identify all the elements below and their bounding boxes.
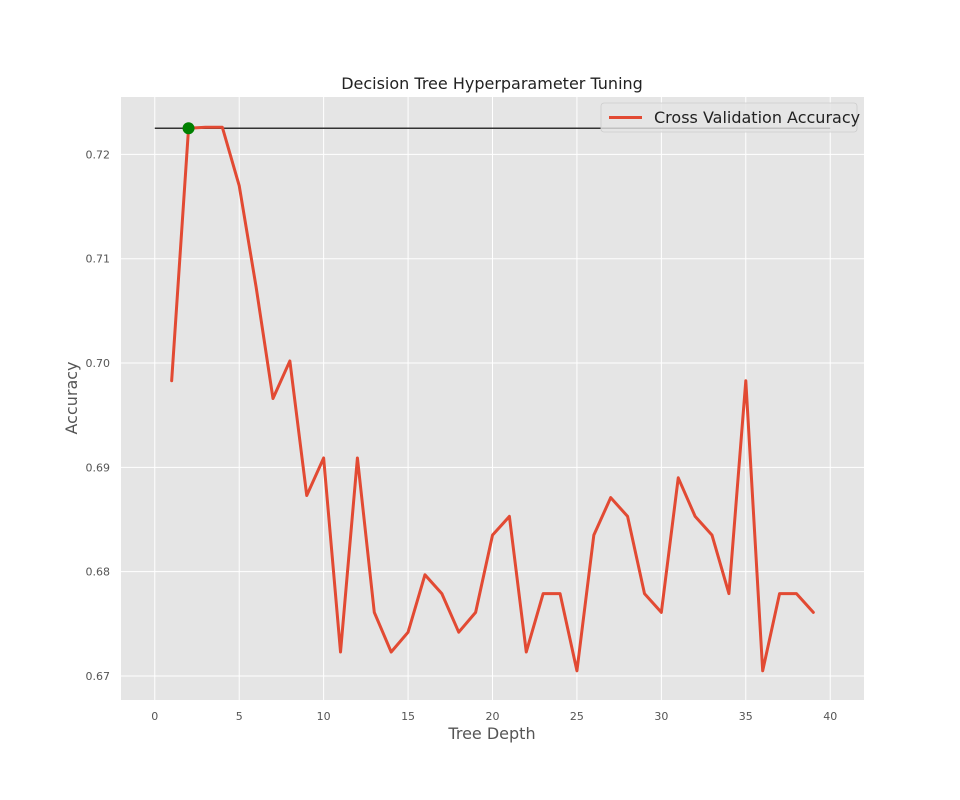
y-tick-label: 0.69 xyxy=(86,461,111,474)
x-tick-label: 5 xyxy=(236,710,243,723)
y-tick-label: 0.68 xyxy=(86,566,111,579)
legend-label: Cross Validation Accuracy xyxy=(654,108,860,127)
x-tick-label: 35 xyxy=(739,710,753,723)
y-axis-label: Accuracy xyxy=(62,361,81,434)
x-tick-label: 30 xyxy=(654,710,668,723)
y-tick-label: 0.71 xyxy=(86,253,111,266)
y-tick-labels: 0.67 0.68 0.69 0.70 0.71 0.72 xyxy=(86,148,111,683)
y-tick-label: 0.72 xyxy=(86,148,111,161)
x-tick-label: 20 xyxy=(486,710,500,723)
y-tick-label: 0.70 xyxy=(86,357,111,370)
x-tick-label: 25 xyxy=(570,710,584,723)
y-tick-label: 0.67 xyxy=(86,670,111,683)
x-axis-label: Tree Depth xyxy=(447,724,535,743)
best-depth-marker xyxy=(182,122,195,135)
x-tick-label: 10 xyxy=(317,710,331,723)
chart-title: Decision Tree Hyperparameter Tuning xyxy=(341,74,643,93)
x-tick-label: 40 xyxy=(823,710,837,723)
grid-lines xyxy=(121,97,864,700)
legend: Cross Validation Accuracy xyxy=(600,102,860,133)
legend-box xyxy=(600,102,858,133)
series-line-cross-validation-accuracy xyxy=(170,125,815,673)
x-tick-label: 15 xyxy=(401,710,415,723)
x-tick-label: 0 xyxy=(151,710,158,723)
x-tick-labels: 0 5 10 15 20 25 30 35 40 xyxy=(151,710,837,723)
